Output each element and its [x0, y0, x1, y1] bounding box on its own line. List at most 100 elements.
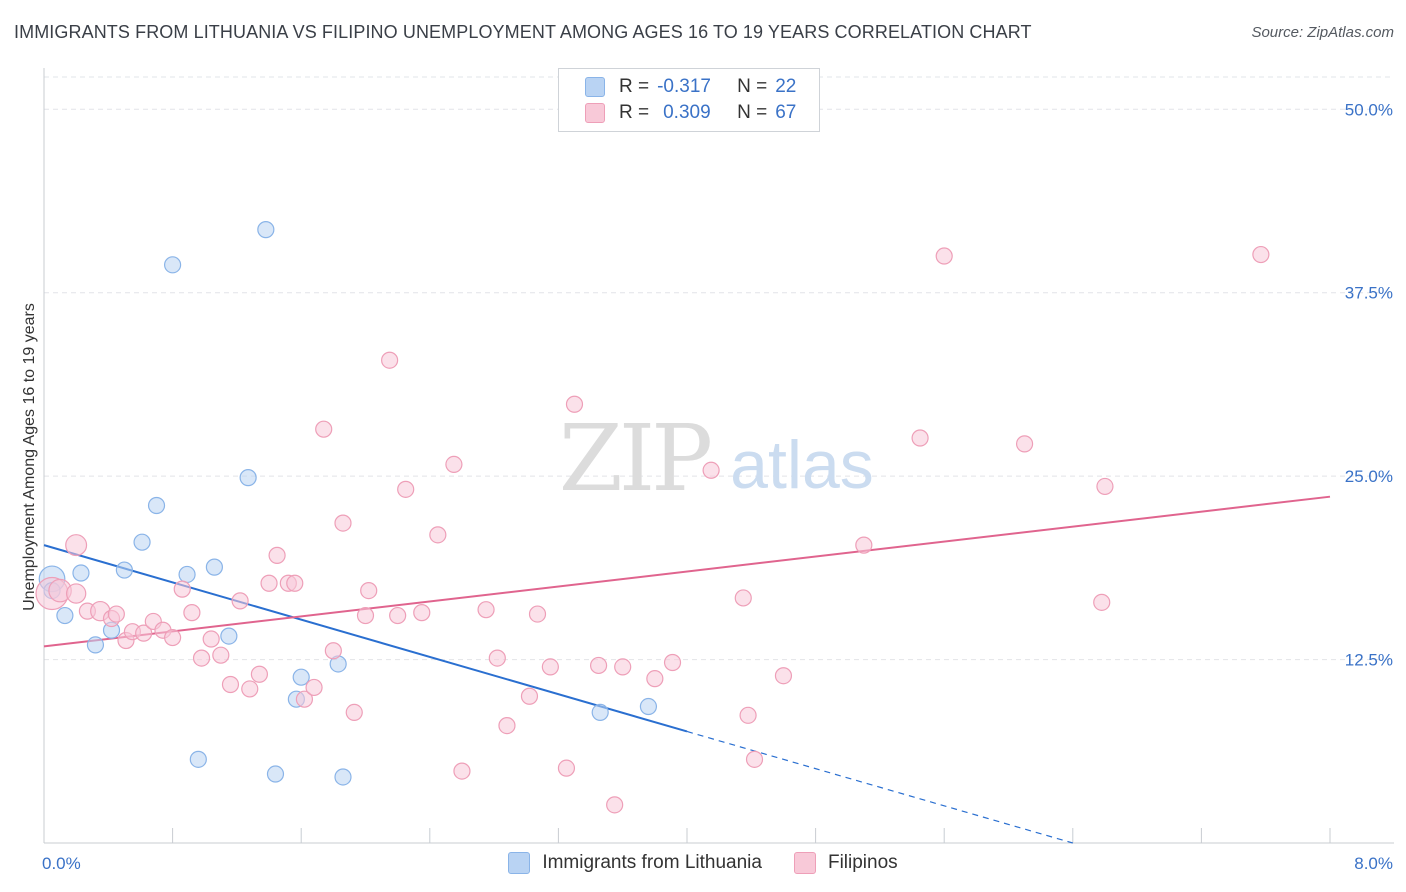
point-filipino	[739, 706, 757, 724]
source-label: Source: ZipAtlas.com	[1251, 24, 1394, 41]
point-lithuania	[164, 256, 182, 274]
point-lithuania	[115, 561, 133, 579]
point-filipino	[334, 514, 352, 532]
point-filipino	[65, 534, 88, 557]
y-tick-label: 50.0%	[1345, 100, 1393, 119]
point-filipino	[305, 678, 323, 697]
point-filipino	[212, 646, 230, 664]
point-lithuania	[133, 533, 151, 551]
point-lithuania	[178, 565, 196, 584]
correlation-legend: R = -0.317 N = 22 R = 0.309 N = 67	[558, 68, 820, 132]
point-filipino	[260, 574, 278, 592]
point-filipino	[381, 351, 399, 369]
point-filipino	[65, 583, 87, 604]
point-lithuania	[205, 558, 223, 576]
point-lithuania	[220, 627, 238, 645]
point-filipino	[413, 604, 431, 622]
point-filipino	[1093, 593, 1111, 611]
point-lithuania	[639, 697, 658, 716]
trend-line-lithuania-extension	[686, 730, 1073, 844]
point-filipino	[911, 429, 929, 447]
legend-r-value-filipino: 0.309	[663, 102, 711, 123]
tick-labels: 12.5% 25.0% 37.5% 50.0% 0.0% 8.0%	[42, 100, 1393, 873]
watermark-zip: ZIP	[559, 405, 710, 512]
point-filipino	[1096, 477, 1114, 496]
point-lithuania	[56, 606, 74, 625]
point-lithuania	[257, 221, 275, 239]
point-filipino	[192, 649, 211, 667]
point-filipino	[135, 624, 153, 642]
legend-r-label: R =	[619, 102, 650, 123]
y-tick-label: 12.5%	[1345, 651, 1393, 670]
series-legend: Immigrants from Lithuania Filipinos	[0, 852, 1406, 874]
point-lithuania	[86, 636, 105, 654]
y-tick-label: 25.0%	[1345, 467, 1393, 486]
point-filipino	[324, 642, 342, 660]
legend-label-filipino: Filipinos	[827, 852, 898, 873]
point-filipino	[606, 796, 624, 814]
axes	[43, 68, 1394, 844]
data-points	[35, 221, 1270, 814]
point-filipino	[663, 653, 682, 672]
point-filipino	[646, 670, 664, 688]
legend-label-lithuania: Immigrants from Lithuania	[542, 852, 762, 873]
legend-swatch-filipino	[793, 852, 816, 874]
legend-swatch-lithuania	[508, 852, 531, 874]
point-filipino	[202, 630, 220, 648]
legend-row-lithuania: R = -0.317 N = 22	[585, 75, 796, 99]
watermark-atlas: atlas	[730, 427, 874, 503]
point-filipino	[295, 690, 314, 708]
point-filipino	[488, 649, 506, 667]
point-filipino	[520, 687, 539, 705]
point-filipino	[1015, 435, 1034, 453]
point-filipino	[356, 606, 375, 625]
legend-item-filipino[interactable]: Filipinos	[793, 852, 898, 874]
legend-swatch-filipino	[585, 103, 605, 123]
legend-item-lithuania[interactable]: Immigrants from Lithuania	[508, 852, 762, 874]
point-filipino	[498, 717, 516, 735]
point-filipino	[1252, 245, 1270, 264]
point-filipino	[445, 455, 463, 474]
point-lithuania	[147, 496, 166, 515]
y-axis-label: Unemployment Among Ages 16 to 19 years	[21, 303, 38, 611]
trend-line-lithuania	[43, 544, 688, 733]
trend-line-filipino	[43, 495, 1331, 648]
legend-swatch-lithuania	[585, 77, 605, 97]
point-filipino	[250, 665, 269, 683]
point-lithuania	[72, 564, 90, 582]
point-filipino	[565, 395, 584, 413]
point-filipino	[429, 526, 447, 544]
point-filipino	[360, 582, 378, 600]
point-filipino	[855, 536, 873, 554]
point-filipino	[315, 420, 333, 438]
point-filipino	[183, 604, 201, 622]
point-lithuania	[334, 768, 352, 786]
legend-r-label: R =	[619, 76, 650, 97]
point-filipino	[221, 675, 240, 694]
point-filipino	[541, 658, 559, 676]
legend-n-value-lithuania: 22	[775, 76, 797, 97]
point-filipino	[286, 574, 304, 592]
point-filipino	[557, 759, 576, 777]
legend-n-label: N =	[737, 102, 768, 123]
point-lithuania	[266, 765, 285, 783]
chart-title: IMMIGRANTS FROM LITHUANIA VS FILIPINO UN…	[14, 22, 1032, 42]
point-filipino	[528, 605, 547, 623]
point-filipino	[734, 589, 752, 607]
point-filipino	[774, 667, 793, 685]
x-tick-label: 0.0%	[42, 854, 81, 873]
point-filipino	[935, 247, 953, 265]
y-tick-label: 37.5%	[1345, 284, 1393, 303]
point-filipino	[268, 546, 286, 564]
watermark: ZIP atlas	[559, 405, 874, 512]
grid-lines	[44, 76, 1394, 661]
legend-n-label: N =	[737, 76, 768, 97]
point-filipino	[173, 580, 191, 598]
point-lithuania	[239, 469, 257, 487]
point-filipino	[397, 480, 415, 498]
point-filipino	[345, 703, 363, 721]
point-filipino	[614, 658, 632, 676]
point-filipino	[589, 656, 608, 675]
x-tick-label: 8.0%	[1354, 854, 1393, 873]
